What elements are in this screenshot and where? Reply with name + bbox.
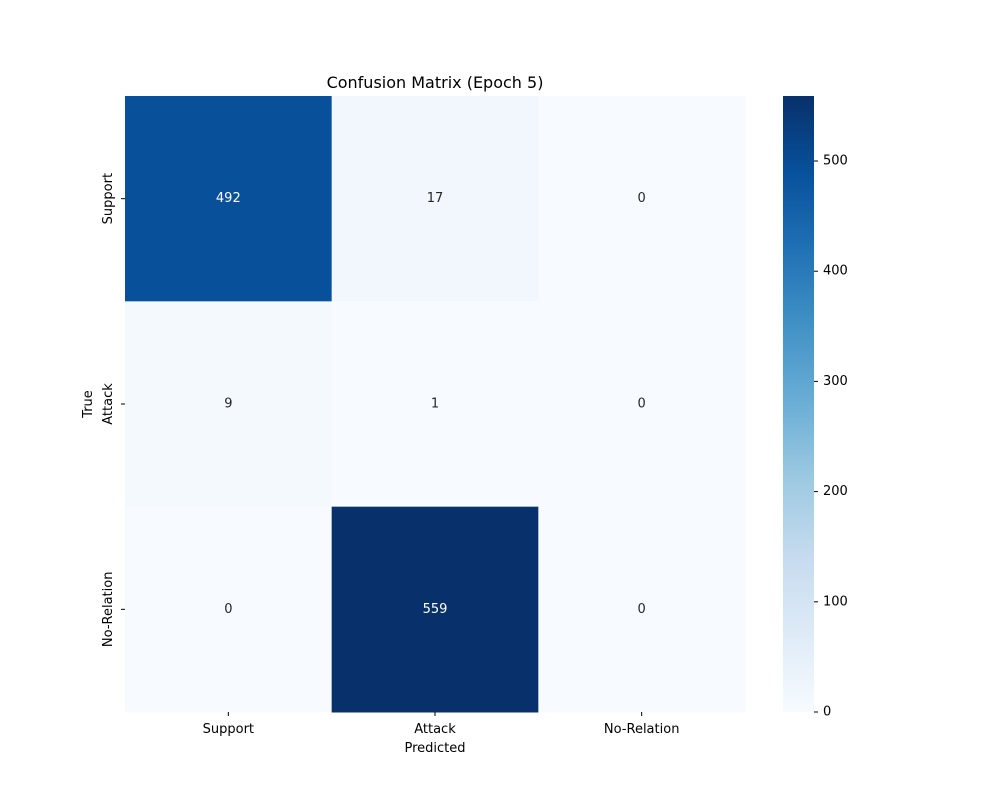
y-tick-label: Attack: [101, 383, 116, 425]
cell-value-label: 17: [427, 191, 444, 206]
x-tick-label: Support: [203, 722, 254, 737]
cell-value-label: 0: [224, 602, 232, 617]
y-axis-label: True: [81, 390, 96, 419]
heatmap-cell: [331, 301, 539, 508]
cell-value-label: 1: [431, 397, 439, 412]
heatmap-cell: [538, 301, 746, 508]
chart-title: Confusion Matrix (Epoch 5): [327, 73, 544, 92]
colorbar-tick-label: 200: [823, 484, 848, 499]
heatmap-cell: [331, 506, 539, 713]
cell-value-label: 0: [638, 397, 646, 412]
y-tick-label: No-Relation: [101, 572, 116, 648]
heatmap-cell: [125, 301, 333, 508]
x-tick-label: No-Relation: [604, 722, 680, 737]
heatmap-cell: [331, 96, 539, 302]
cell-value-label: 0: [638, 191, 646, 206]
y-tick-label: Support: [101, 173, 116, 224]
heatmap-cell: [538, 506, 746, 713]
cell-value-label: 0: [638, 602, 646, 617]
y-axis: Support Attack No-Relation: [101, 173, 125, 647]
heatmap-cells: [125, 96, 746, 713]
heatmap-cell: [125, 96, 333, 302]
cell-value-label: 492: [216, 191, 241, 206]
colorbar-tick-label: 0: [823, 705, 831, 720]
colorbar-tick-label: 500: [823, 154, 848, 169]
heatmap-cell: [538, 96, 746, 302]
cell-value-label: 9: [224, 397, 232, 412]
heatmap-annotations: 492 17 0 9 1 0 0 559 0: [216, 191, 646, 617]
colorbar-tick-label: 300: [823, 374, 848, 389]
colorbar-tick-label: 100: [823, 594, 848, 609]
colorbar: 0 100 200 300 400 500: [783, 96, 848, 720]
x-axis-label: Predicted: [404, 741, 465, 756]
x-tick-label: Attack: [414, 722, 456, 737]
colorbar-gradient: [783, 96, 814, 712]
x-axis: Support Attack No-Relation: [203, 712, 680, 737]
heatmap-cell: [125, 506, 333, 713]
cell-value-label: 559: [423, 602, 448, 617]
colorbar-tick-label: 400: [823, 264, 848, 279]
